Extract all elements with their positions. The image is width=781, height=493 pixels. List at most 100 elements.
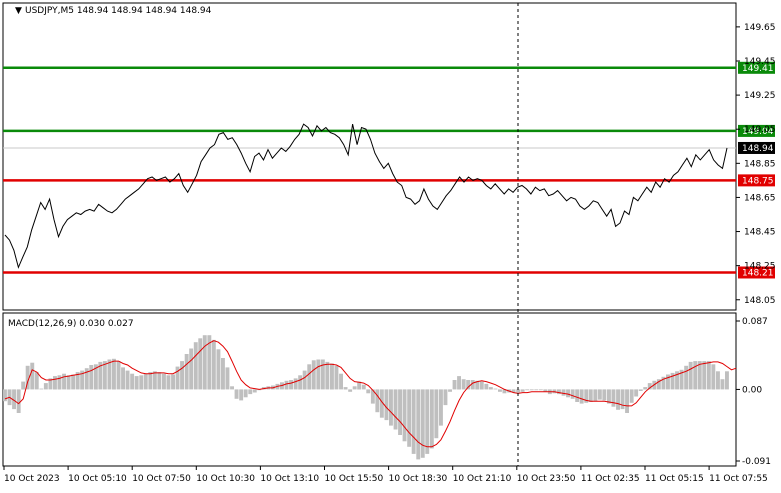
price-panel-frame (2, 2, 737, 311)
macd-histogram-bar (634, 389, 639, 397)
macd-histogram (3, 335, 729, 460)
macd-histogram-bar (202, 335, 207, 390)
macd-histogram-bar (12, 389, 16, 410)
time-axis: 10 Oct 2023 10 Oct 05:10 10 Oct 07:50 10 Oc… (3, 466, 768, 484)
macd-histogram-bar (53, 376, 57, 390)
macd-histogram-bar (84, 368, 89, 390)
price-panel-collapse-icon[interactable]: ▼ (15, 6, 22, 16)
macd-histogram-bar (697, 361, 702, 390)
macd-histogram-bar (352, 386, 357, 390)
time-axis-tick-label: 10 Oct 10:30 (196, 474, 255, 484)
macd-histogram-bar (198, 338, 203, 390)
macd-histogram-bar (706, 361, 711, 390)
price-axis-tick-label: 149.25 (744, 91, 776, 101)
time-axis-tick-label: 10 Oct 18:30 (389, 474, 448, 484)
macd-histogram-bar (39, 388, 44, 390)
time-axis-tick-label: 11 Oct 02:35 (581, 474, 640, 484)
macd-histogram-bar (461, 379, 466, 390)
level-badge (738, 124, 775, 137)
price-axis-tick-label: 148.45 (744, 228, 776, 238)
macd-histogram-bar (466, 380, 471, 390)
macd-histogram-bar (529, 389, 534, 391)
macd-histogram-bar (534, 389, 539, 391)
macd-histogram-bar (593, 389, 598, 402)
macd-axis-tick-label: 0.00 (742, 385, 762, 395)
macd-histogram-bar (216, 349, 221, 390)
macd-histogram-bar (384, 389, 389, 421)
price-axis-tick-label: 148.85 (744, 159, 776, 169)
macd-histogram-bar (675, 371, 679, 390)
macd-histogram-bar (425, 389, 430, 454)
macd-histogram-bar (416, 389, 421, 460)
level-badge (738, 61, 775, 74)
macd-histogram-bar (207, 335, 212, 390)
price-axis-tick-label: 148.65 (744, 193, 776, 203)
macd-histogram-bar (393, 389, 398, 430)
macd-histogram-bar (620, 389, 625, 410)
macd-histogram-bar (475, 380, 480, 390)
time-axis-tick-label: 10 Oct 15:50 (325, 474, 384, 484)
macd-histogram-bar (230, 386, 234, 390)
level-badge (738, 174, 775, 187)
macd-histogram-bar (330, 363, 334, 390)
macd-histogram-bar (21, 381, 26, 390)
macd-histogram-bar (457, 376, 461, 390)
macd-histogram-bar (679, 369, 684, 390)
macd-histogram-bar (89, 365, 94, 390)
price-levels: 149.41 149.04 148.75 148.21 148.94 (3, 61, 775, 279)
macd-histogram-bar (34, 372, 39, 390)
price-axis-tick-label: 148.25 (744, 262, 776, 272)
macd-histogram-bar (525, 389, 530, 391)
time-axis-tick-label: 10 Oct 23:50 (517, 474, 576, 484)
macd-histogram-bar (180, 361, 184, 390)
macd-histogram-bar (57, 375, 62, 390)
macd-histogram-bar (666, 374, 670, 390)
macd-histogram-bar (643, 387, 648, 390)
time-axis-tick-label: 10 Oct 21:10 (453, 474, 512, 484)
macd-histogram-bar (325, 361, 330, 390)
macd-histogram-bar (171, 374, 175, 390)
macd-histogram-bar (116, 361, 121, 390)
price-line-layer (4, 123, 728, 269)
macd-histogram-bar (166, 375, 171, 390)
macd-histogram-bar (402, 389, 407, 442)
macd-histogram-bar (121, 367, 125, 390)
macd-histogram-bar (343, 387, 348, 390)
macd-histogram-bar (561, 389, 566, 396)
price-series-line (4, 123, 728, 269)
macd-histogram-bar (520, 389, 525, 392)
macd-histogram-bar (184, 354, 189, 390)
macd-histogram-bar (611, 389, 616, 407)
macd-histogram-bar (725, 371, 729, 390)
macd-histogram-bar (107, 359, 112, 390)
current-price-badge (738, 141, 775, 154)
price-axis-tick-label: 149.45 (744, 57, 776, 67)
macd-histogram-bar (389, 389, 393, 426)
macd-histogram-bar (375, 389, 380, 413)
macd-histogram-bar (252, 389, 257, 393)
macd-histogram-bar (398, 389, 402, 435)
level-badge-label: 149.04 (742, 127, 774, 137)
macd-histogram-bar (361, 384, 366, 390)
macd-histogram-bar (607, 389, 611, 404)
time-axis-tick-label: 11 Oct 05:15 (645, 474, 704, 484)
time-axis-tick-label: 10 Oct 13:10 (260, 474, 319, 484)
macd-histogram-bar (157, 372, 162, 390)
macd-histogram-bar (71, 374, 76, 390)
macd-histogram-bar (443, 389, 448, 406)
macd-histogram-bar (484, 383, 489, 390)
macd-histogram-bar (661, 376, 666, 390)
macd-histogram-bar (579, 389, 584, 404)
macd-histogram-bar (112, 358, 116, 390)
macd-histogram-bar (102, 361, 107, 390)
macd-histogram-bar (302, 370, 307, 390)
macd-histogram-bar (62, 373, 66, 390)
macd-histogram-bar (139, 375, 144, 390)
macd-histogram-bar (543, 389, 548, 392)
macd-histogram-bar (720, 379, 725, 390)
macd-histogram-bar (334, 365, 339, 390)
macd-histogram-bar (307, 364, 312, 390)
macd-histogram-bar (98, 361, 103, 390)
macd-histogram-bar (66, 375, 71, 390)
time-axis-tick-label: 11 Oct 07:55 (709, 474, 768, 484)
